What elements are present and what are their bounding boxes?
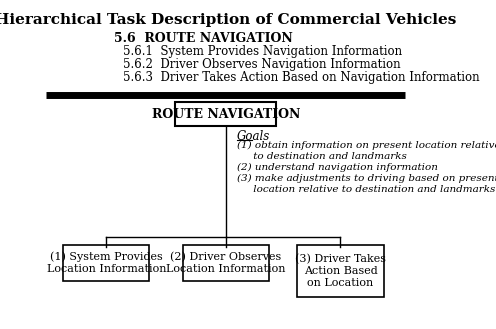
- Text: 5.6.2  Driver Observes Navigation Information: 5.6.2 Driver Observes Navigation Informa…: [123, 58, 401, 71]
- Text: 5.6.1  System Provides Navigation Information: 5.6.1 System Provides Navigation Informa…: [123, 45, 402, 58]
- Text: (2) understand navigation information: (2) understand navigation information: [237, 163, 438, 172]
- Text: (3) Driver Takes
Action Based
on Location: (3) Driver Takes Action Based on Locatio…: [295, 254, 386, 288]
- Text: (3) make adjustments to driving based on present: (3) make adjustments to driving based on…: [237, 174, 496, 183]
- Text: (1) System Provides
Location Information: (1) System Provides Location Information: [47, 252, 166, 274]
- Text: Hierarchical Task Description of Commercial Vehicles: Hierarchical Task Description of Commerc…: [0, 13, 456, 27]
- FancyBboxPatch shape: [298, 245, 383, 297]
- FancyBboxPatch shape: [63, 245, 149, 281]
- Text: location relative to destination and landmarks: location relative to destination and lan…: [237, 185, 496, 194]
- Text: 5.6.3  Driver Takes Action Based on Navigation Information: 5.6.3 Driver Takes Action Based on Navig…: [123, 71, 480, 84]
- Text: Goals: Goals: [237, 130, 270, 143]
- FancyBboxPatch shape: [183, 245, 269, 281]
- Text: 5.6  ROUTE NAVIGATION: 5.6 ROUTE NAVIGATION: [114, 32, 293, 45]
- Text: (1) obtain information on present location relative: (1) obtain information on present locati…: [237, 141, 496, 150]
- FancyBboxPatch shape: [175, 102, 276, 126]
- Text: to destination and landmarks: to destination and landmarks: [237, 152, 407, 161]
- Text: (2) Driver Observes
Location Information: (2) Driver Observes Location Information: [166, 252, 286, 274]
- Text: ROUTE NAVIGATION: ROUTE NAVIGATION: [152, 108, 300, 120]
